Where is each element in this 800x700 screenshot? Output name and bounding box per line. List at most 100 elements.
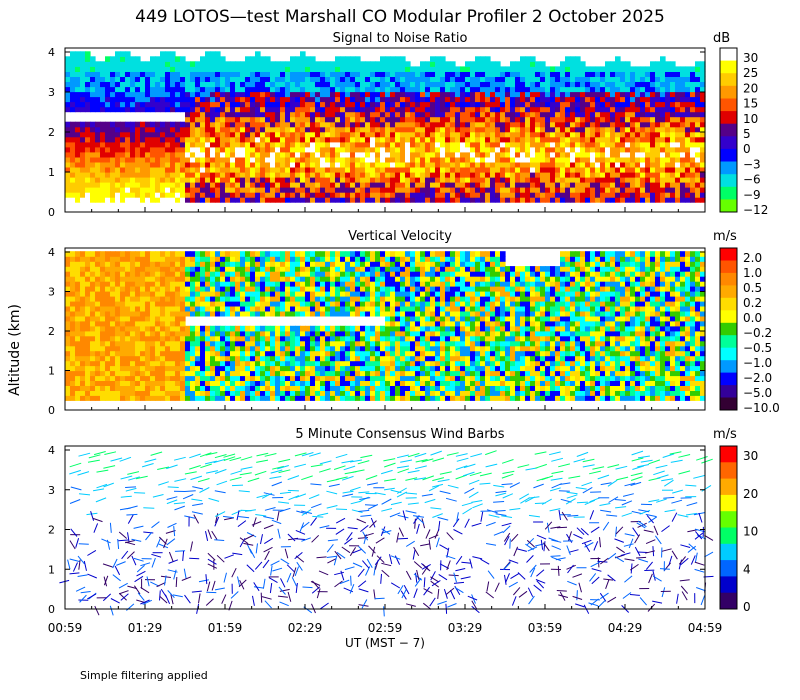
heat-cell xyxy=(610,71,616,77)
heat-cell xyxy=(675,76,681,82)
heat-cell xyxy=(265,197,271,203)
heat-cell xyxy=(335,187,341,193)
heat-cell xyxy=(525,182,531,188)
heat-cell xyxy=(260,345,266,352)
heat-cell xyxy=(370,101,376,108)
heat-cell xyxy=(125,340,131,347)
heat-cell xyxy=(540,66,546,72)
heat-cell xyxy=(480,172,486,178)
heat-cell xyxy=(560,177,566,183)
heat-cell xyxy=(570,76,576,82)
heat-cell xyxy=(75,106,81,113)
heat-cell xyxy=(700,161,706,168)
heat-cell xyxy=(380,111,386,118)
heat-cell xyxy=(250,271,256,277)
heat-cell xyxy=(290,101,296,108)
heat-cell xyxy=(95,310,101,317)
heat-cell xyxy=(240,380,246,386)
heat-cell xyxy=(665,182,671,188)
heat-cell xyxy=(430,187,436,193)
heat-cell xyxy=(200,161,206,168)
heat-cell xyxy=(325,197,331,203)
heat-cell xyxy=(130,182,136,188)
heat-cell xyxy=(85,96,91,103)
heat-cell xyxy=(275,61,281,67)
heat-cell xyxy=(195,286,201,292)
heat-cell xyxy=(235,167,241,173)
heat-cell xyxy=(690,177,696,183)
heat-cell xyxy=(175,96,181,103)
heat-cell xyxy=(100,340,106,347)
heat-cell xyxy=(145,320,151,327)
heat-cell xyxy=(700,96,706,103)
heat-cell xyxy=(435,172,441,178)
heat-cell xyxy=(110,291,116,297)
heat-cell xyxy=(610,106,616,113)
heat-cell xyxy=(375,61,381,67)
heat-cell xyxy=(440,146,446,153)
heat-cell xyxy=(415,81,421,88)
heat-cell xyxy=(685,106,691,113)
heat-cell xyxy=(525,111,531,118)
heat-cell xyxy=(535,111,541,118)
heat-cell xyxy=(480,96,486,103)
heat-cell xyxy=(610,61,616,67)
heat-cell xyxy=(445,187,451,193)
heat-cell xyxy=(280,101,286,108)
heat-cell xyxy=(420,182,426,188)
heat-cell xyxy=(95,61,101,67)
heat-cell xyxy=(350,187,356,193)
heat-cell xyxy=(180,330,186,337)
heat-cell xyxy=(505,187,511,193)
heat-cell xyxy=(450,146,456,153)
heat-cell xyxy=(335,76,341,82)
heat-cell xyxy=(235,197,241,203)
heat-cell xyxy=(220,192,226,198)
heat-cell xyxy=(215,167,221,173)
heat-cell xyxy=(665,71,671,77)
heat-cell xyxy=(145,350,151,357)
heat-cell xyxy=(480,192,486,198)
heat-cell xyxy=(280,76,286,82)
heat-cell xyxy=(250,81,256,88)
heat-cell xyxy=(625,197,631,203)
heat-cell xyxy=(65,335,71,342)
heat-cell xyxy=(210,61,216,67)
heat-cell xyxy=(155,370,161,377)
heat-cell xyxy=(290,146,296,153)
heat-cell xyxy=(110,182,116,188)
heat-cell xyxy=(305,146,311,153)
heat-cell xyxy=(600,187,606,193)
heat-cell xyxy=(370,172,376,178)
heat-cell xyxy=(115,86,121,93)
heat-cell xyxy=(565,156,571,163)
heat-cell xyxy=(455,66,461,72)
heat-cell xyxy=(145,335,151,342)
heat-cell xyxy=(165,315,171,322)
heat-cell xyxy=(260,291,266,297)
heat-cell xyxy=(365,197,371,203)
heat-cell xyxy=(515,141,521,148)
heat-cell xyxy=(325,111,331,118)
heat-cell xyxy=(580,81,586,88)
heat-cell xyxy=(525,136,531,143)
heat-cell xyxy=(450,131,456,138)
heat-cell xyxy=(100,296,106,302)
heat-cell xyxy=(160,71,166,77)
heat-cell xyxy=(145,286,151,292)
heat-cell xyxy=(450,106,456,113)
heat-cell xyxy=(255,281,261,287)
heat-cell xyxy=(65,296,71,302)
heat-cell xyxy=(270,300,276,307)
heat-cell xyxy=(515,187,521,193)
heat-cell xyxy=(560,182,566,188)
heat-cell xyxy=(415,111,421,118)
heat-cell xyxy=(90,300,96,307)
heat-cell xyxy=(185,395,191,401)
heat-cell xyxy=(455,96,461,103)
heat-cell xyxy=(295,71,301,77)
heat-cell xyxy=(290,251,296,257)
heat-cell xyxy=(300,146,306,153)
heat-cell xyxy=(545,156,551,163)
heat-cell xyxy=(80,86,86,93)
